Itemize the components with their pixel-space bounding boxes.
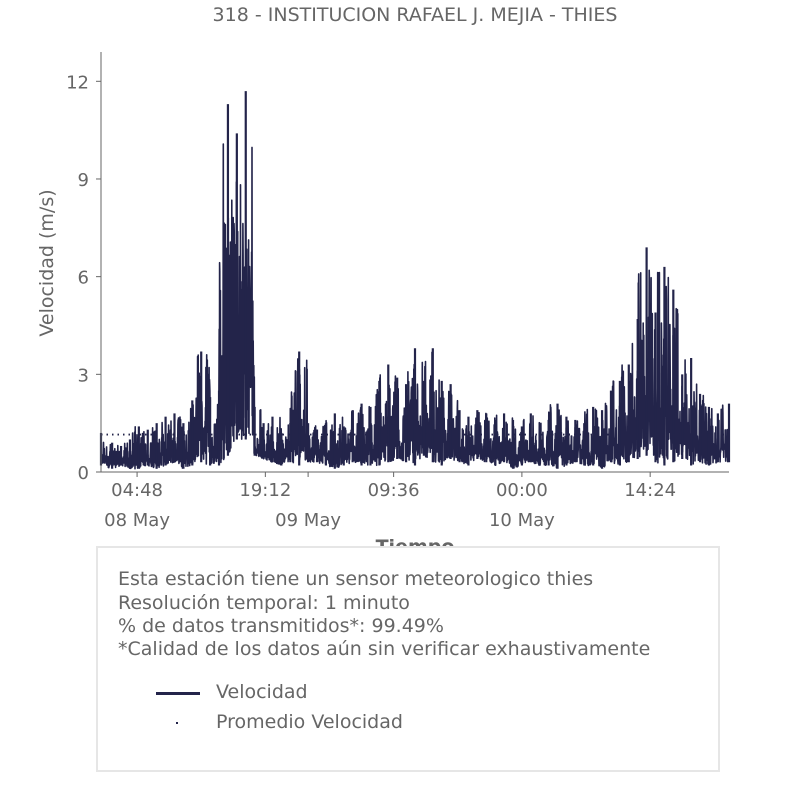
info-resolution: Resolución temporal: 1 minuto [118,592,410,614]
info-quality: *Calidad de los datos aún sin verificar … [118,638,651,660]
x-tick-label: 14:24 [624,480,676,501]
legend-label-promedio: Promedio Velocidad [216,711,403,733]
legend-entry-promedio: Promedio Velocidad [156,711,676,735]
legend-box: Esta estación tiene un sensor meteorolog… [96,546,720,772]
x-tick-label: 00:00 [496,480,548,501]
y-tick-label: 0 [78,463,89,484]
legend-entry-velocidad: Velocidad [156,681,676,705]
plot-area [99,91,731,470]
legend-line-swatch [156,692,200,695]
y-tick-label: 3 [78,365,89,386]
y-axis: 0 3 6 9 12 [66,52,102,484]
x-tick-label: 19:12 [239,480,291,501]
legend-label-velocidad: Velocidad [216,681,308,703]
info-sensor: Esta estación tiene un sensor meteorolog… [118,568,594,590]
x-date-label: 08 May [104,510,170,531]
x-date-label: 09 May [275,510,341,531]
x-tick-label: 04:48 [111,480,163,501]
y-tick-label: 9 [78,170,89,191]
info-transmitted: % de datos transmitidos*: 99.49% [118,615,444,637]
x-axis: 04:48 08 May 19:12 09 May 09:36 00:00 10 May 14… [101,471,729,531]
y-tick-label: 12 [66,72,89,93]
x-tick-label: 09:36 [368,480,420,501]
x-date-label: 10 May [489,510,555,531]
y-tick-label: 6 [78,268,89,289]
y-axis-label: Velocidad (m/s) [36,189,58,336]
legend-dot-swatch [176,722,178,724]
chart-title: 318 - INSTITUCION RAFAEL J. MEJIA - THIE… [213,4,618,26]
